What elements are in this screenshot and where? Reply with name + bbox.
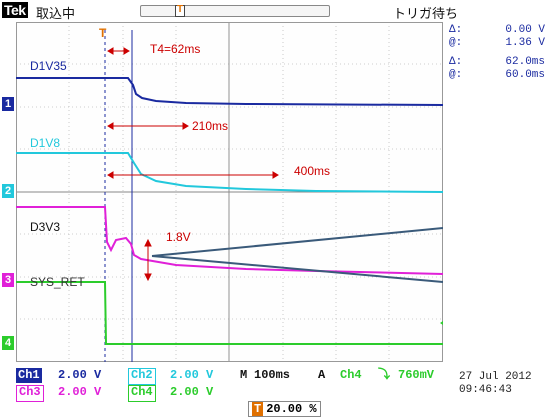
ch2-marker[interactable]: 2	[2, 184, 14, 198]
waveform-graticule	[16, 22, 443, 362]
trigger-slope-icon: ⤵	[378, 368, 391, 382]
cursor-readout-panel: Δ: 0.00 V @: 1.36 V Δ: 62.0ms @: 60.0ms	[445, 22, 550, 142]
trigger-source[interactable]: Ch4	[340, 368, 362, 382]
ch2-chip[interactable]: Ch2	[128, 368, 156, 385]
ch2-label: D1V8	[30, 136, 61, 150]
datetime-readout: 27 Jul 2012 09:46:43	[459, 371, 532, 397]
status-bar: Tek 取込中 T トリガ待ち	[0, 0, 550, 21]
trigger-icon: T	[252, 402, 264, 416]
ch4-marker[interactable]: 4	[2, 336, 14, 350]
brand-logo: Tek	[2, 2, 28, 18]
ch3-label: D3V3	[30, 220, 61, 234]
timebase-value[interactable]: 100ms	[254, 368, 291, 382]
at-t-key: @:	[449, 69, 463, 81]
ch1-waveform	[16, 77, 443, 106]
ch4-scale[interactable]: 2.00 V	[170, 385, 214, 399]
ch1-label: D1V35	[30, 59, 67, 73]
trigger-level-icon	[440, 321, 443, 325]
delta-v-key: Δ:	[449, 24, 463, 36]
acquisition-status: 取込中	[36, 6, 76, 21]
ch4-chip[interactable]: Ch4	[128, 385, 156, 402]
ch4-waveform	[16, 281, 443, 345]
record-window-marker	[175, 5, 185, 17]
time-text: 09:46:43	[459, 384, 512, 396]
ch2-waveform	[16, 152, 443, 193]
ch1-scale[interactable]: 2.00 V	[58, 368, 102, 382]
trigger-mode: A	[318, 368, 326, 382]
delta-v-value: 0.00 V	[505, 24, 545, 36]
ch3-marker[interactable]: 3	[2, 273, 14, 287]
trigger-position-icon: T	[177, 4, 184, 15]
trigger-status: トリガ待ち	[393, 6, 459, 21]
ch1-marker[interactable]: 1	[2, 97, 14, 111]
waveform-display[interactable]: T D1V35 D1V8 D3V3 SYS_RET T4=62ms 210ms …	[16, 22, 443, 362]
t4-annotation: T4=62ms	[150, 42, 201, 56]
position-percent: 20.00 %	[266, 402, 317, 416]
at-t-value: 60.0ms	[505, 69, 545, 81]
ch3-scale[interactable]: 2.00 V	[58, 385, 102, 399]
ch3-chip[interactable]: Ch3	[16, 385, 44, 402]
trigger-position-marker: T	[99, 26, 107, 40]
ch2-scale[interactable]: 2.00 V	[170, 368, 214, 382]
horizontal-position-readout[interactable]: T 20.00 %	[248, 401, 321, 417]
at-v-value: 1.36 V	[505, 37, 545, 49]
trigger-level[interactable]: 760mV	[398, 368, 435, 382]
at-v-key: @:	[449, 37, 463, 49]
ch3-waveform	[16, 206, 443, 275]
t210-annotation: 210ms	[192, 119, 229, 133]
record-position-bar[interactable]: T	[140, 4, 330, 17]
date-text: 27 Jul 2012	[459, 371, 532, 383]
ch1-chip[interactable]: Ch1	[16, 368, 42, 383]
delta-t-key: Δ:	[449, 56, 463, 68]
v18-annotation: 1.8V	[166, 230, 191, 244]
t400-annotation: 400ms	[294, 164, 331, 178]
timebase-prefix: M	[240, 368, 248, 382]
delta-t-value: 62.0ms	[505, 56, 545, 68]
ch4-label: SYS_RET	[30, 275, 85, 289]
